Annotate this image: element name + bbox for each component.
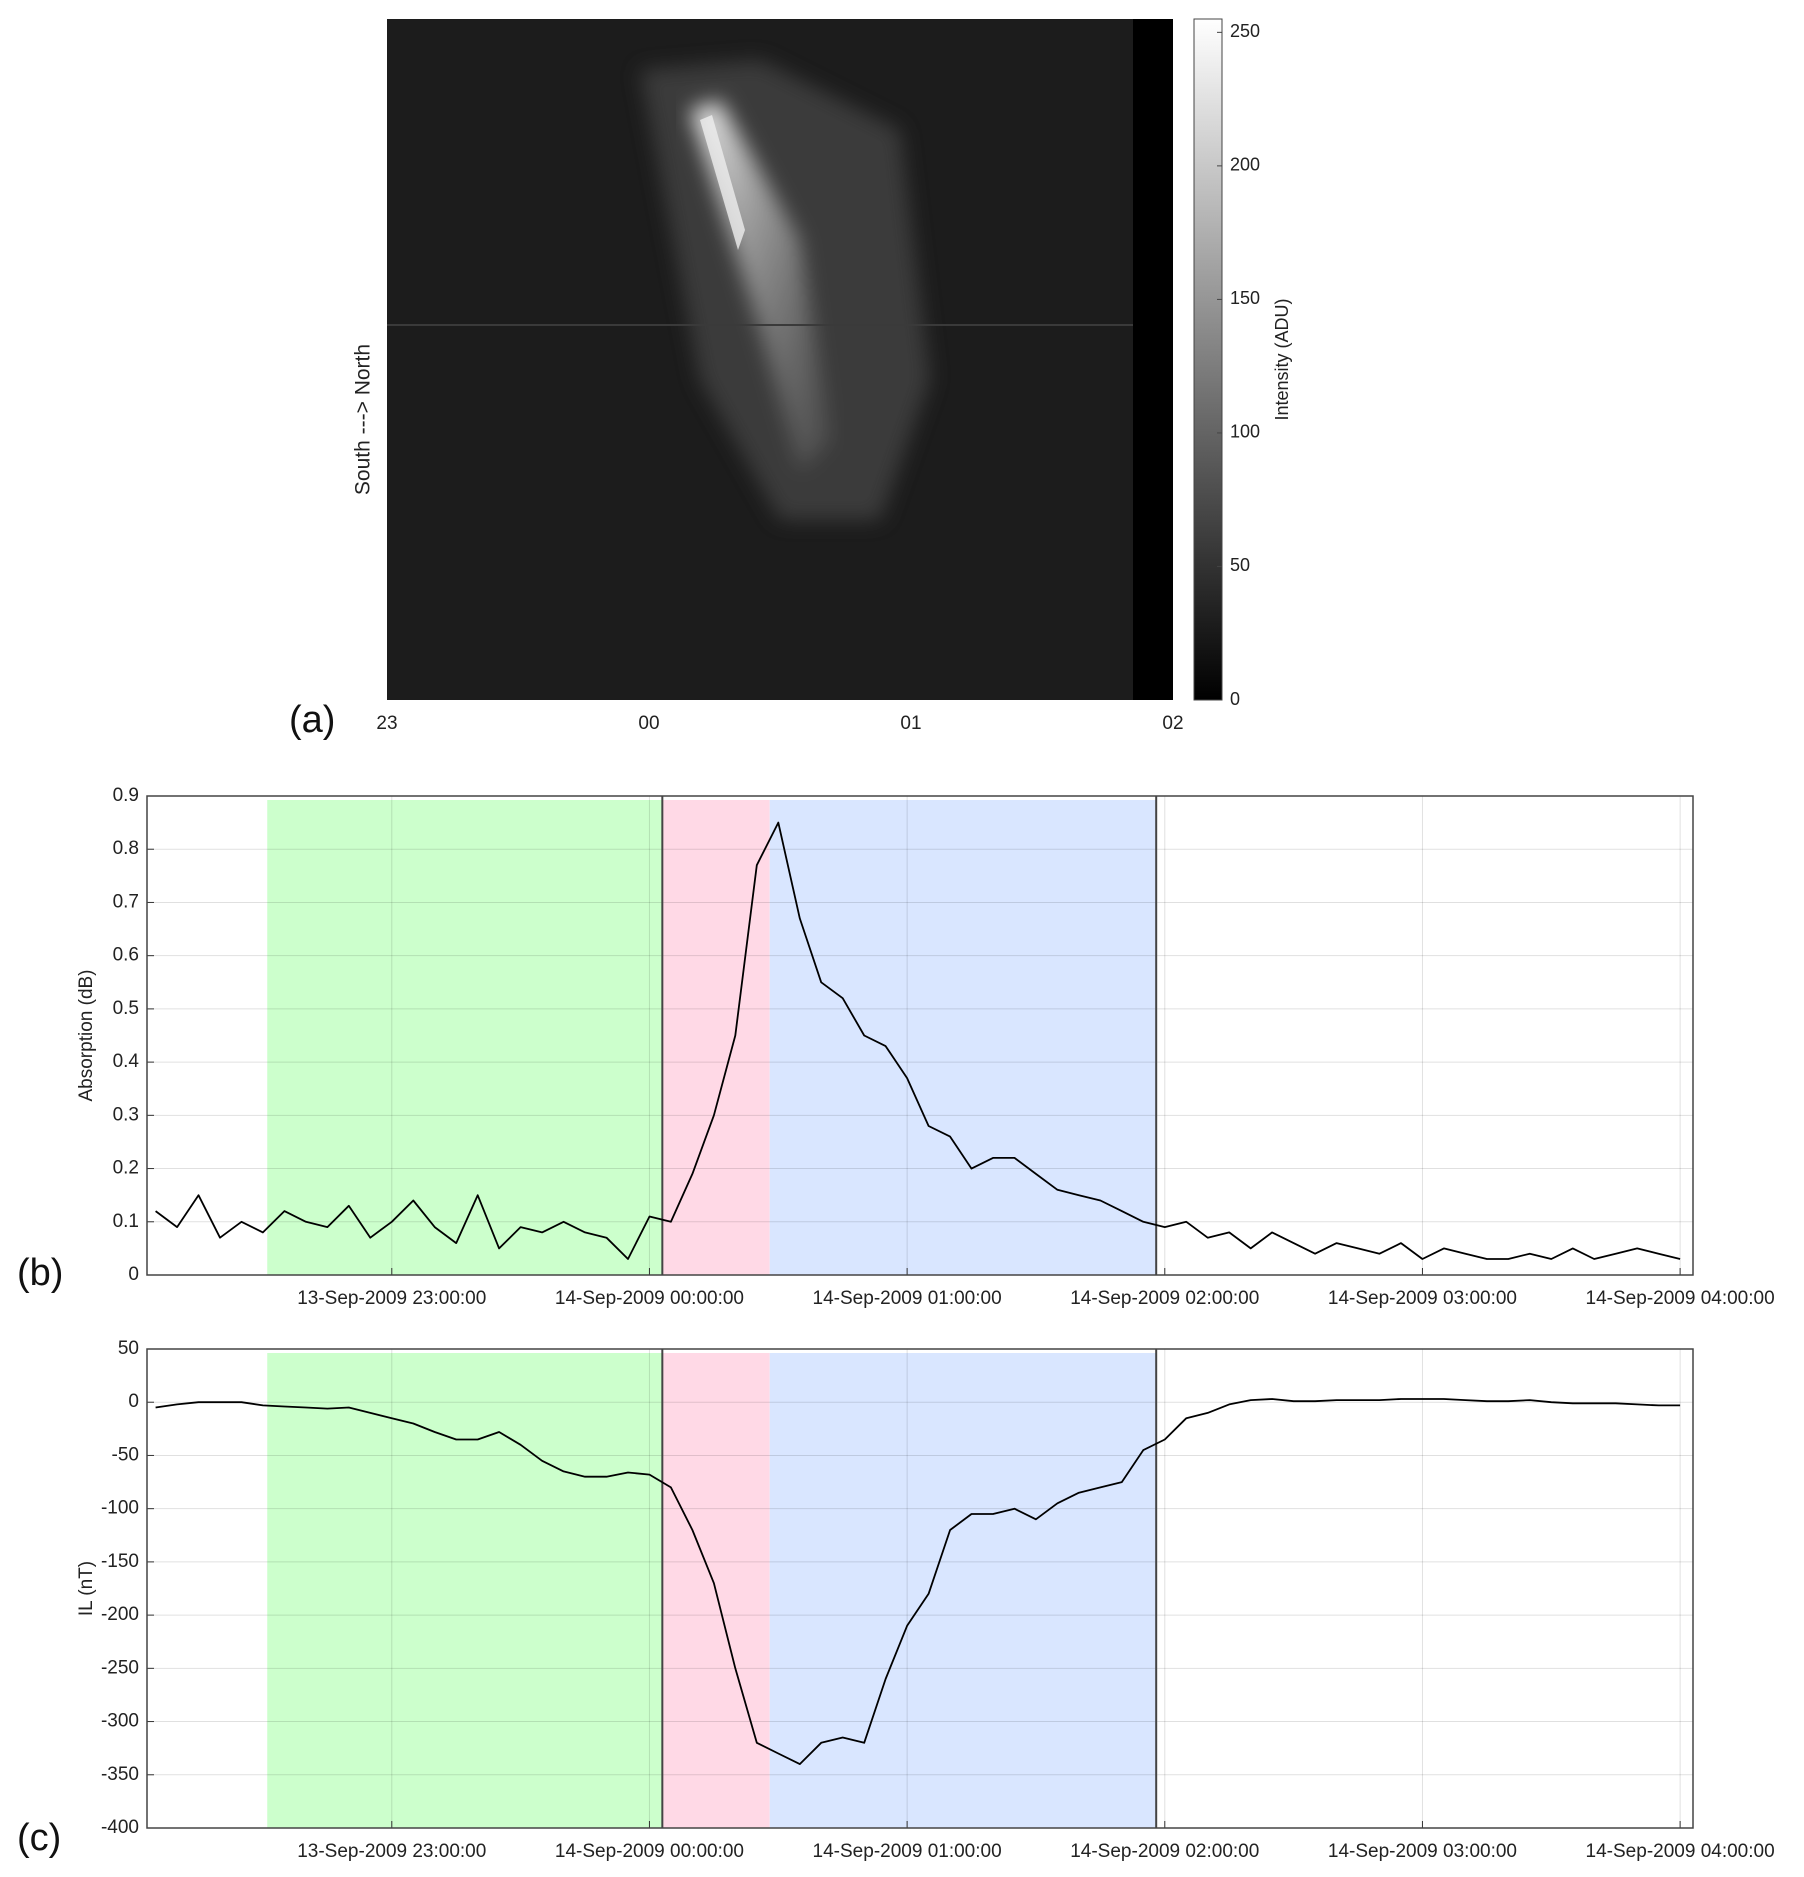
colorbar-tick-label: 0 (1230, 689, 1240, 709)
y-tick-label: 0.7 (113, 891, 139, 912)
data-line (155, 821, 1681, 1260)
x-tick-label: 14-Sep-2009 00:00:00 (555, 1841, 744, 1862)
y-tick-label: 0.1 (113, 1211, 139, 1232)
colorbar-tick-label: 250 (1230, 21, 1260, 41)
y-axis-label: Absorption (dB) (76, 969, 97, 1101)
y-tick-label: -350 (101, 1764, 139, 1785)
y-tick-label: 50 (118, 1338, 139, 1359)
panel-label: (b) (17, 1252, 63, 1294)
x-tick-label: 14-Sep-2009 02:00:00 (1070, 1288, 1259, 1309)
axes-frame (146, 1348, 1694, 1829)
panel-label: (c) (17, 1817, 61, 1859)
y-tick-label: -150 (101, 1551, 139, 1572)
shaded-interval (662, 800, 770, 1275)
y-tick-label: 0.9 (113, 785, 139, 806)
data-line (155, 1398, 1681, 1765)
colorbar-tick-label: 50 (1230, 555, 1250, 575)
x-tick-label: 23 (376, 713, 397, 734)
x-tick-label: 13-Sep-2009 23:00:00 (297, 1288, 486, 1309)
x-tick-label: 14-Sep-2009 01:00:00 (813, 1841, 1002, 1862)
keogram-dark-strip (1133, 19, 1173, 700)
x-tick-label: 14-Sep-2009 01:00:00 (813, 1288, 1002, 1309)
y-axis-label: IL (nT) (76, 1561, 97, 1616)
shaded-interval (769, 800, 1157, 1275)
aurora-core (700, 115, 745, 250)
shaded-interval (769, 1353, 1157, 1828)
colorbar-tick-label: 150 (1230, 288, 1260, 308)
y-tick-label: 0 (128, 1264, 139, 1285)
y-tick-label: -400 (101, 1817, 139, 1838)
x-tick-label: 01 (900, 713, 921, 734)
x-tick-label: 00 (638, 713, 659, 734)
x-tick-label: 14-Sep-2009 03:00:00 (1328, 1841, 1517, 1862)
colorbar-label: Intensity (ADU) (1272, 298, 1292, 420)
y-tick-label: 0.4 (113, 1051, 140, 1072)
colorbar (1193, 18, 1223, 701)
colorbar-tick-label: 200 (1230, 155, 1260, 175)
x-tick-label: 02 (1162, 713, 1183, 734)
axes-frame (146, 795, 1694, 1276)
x-tick-label: 13-Sep-2009 23:00:00 (297, 1841, 486, 1862)
y-tick-label: -250 (101, 1657, 139, 1678)
x-tick-label: 14-Sep-2009 00:00:00 (555, 1288, 744, 1309)
y-tick-label: -100 (101, 1498, 139, 1519)
keogram-features (387, 60, 1173, 520)
y-tick-label: -50 (112, 1444, 139, 1465)
y-tick-label: 0 (128, 1391, 139, 1412)
shaded-interval (267, 800, 663, 1275)
shaded-interval (267, 1353, 663, 1828)
y-tick-label: 0.8 (113, 838, 139, 859)
x-tick-label: 14-Sep-2009 04:00:00 (1586, 1288, 1775, 1309)
y-tick-label: -300 (101, 1711, 139, 1732)
y-tick-label: 0.3 (113, 1104, 139, 1125)
y-tick-label: 0.2 (113, 1158, 139, 1179)
x-tick-label: 14-Sep-2009 02:00:00 (1070, 1841, 1259, 1862)
y-axis-label: South ---> North (352, 344, 375, 495)
y-tick-label: 0.5 (113, 998, 139, 1019)
x-tick-label: 14-Sep-2009 03:00:00 (1328, 1288, 1517, 1309)
colorbar-tick-label: 100 (1230, 422, 1260, 442)
x-tick-label: 14-Sep-2009 04:00:00 (1586, 1841, 1775, 1862)
y-tick-label: 0.6 (113, 945, 139, 966)
y-tick-label: -200 (101, 1604, 139, 1625)
panel-label: (a) (289, 699, 335, 741)
